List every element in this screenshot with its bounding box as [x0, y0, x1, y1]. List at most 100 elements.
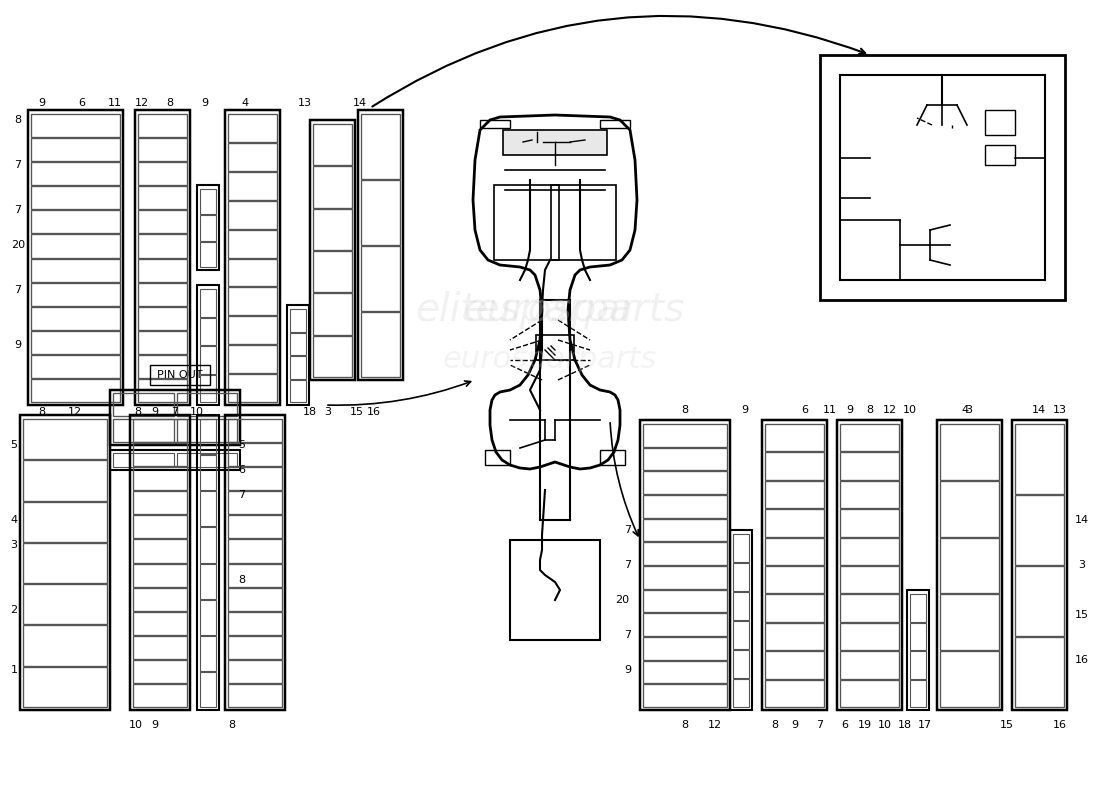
Text: 7: 7 [625, 525, 631, 535]
Bar [644, 684, 727, 707]
Bar [840, 679, 899, 707]
Bar [133, 660, 187, 683]
Text: 12: 12 [135, 98, 150, 108]
Text: 10: 10 [129, 720, 143, 730]
Bar [138, 210, 187, 234]
Bar [23, 419, 107, 459]
PathPatch shape [473, 115, 637, 469]
Bar [910, 594, 926, 622]
Text: 11: 11 [108, 98, 122, 108]
Text: 8: 8 [771, 720, 779, 730]
Bar [130, 415, 190, 710]
Text: 7: 7 [625, 630, 631, 640]
Bar [228, 316, 277, 344]
Bar [600, 120, 630, 128]
Bar [840, 481, 899, 508]
Bar [908, 590, 930, 710]
Bar [228, 114, 277, 142]
Bar [200, 491, 216, 526]
Bar [200, 636, 216, 671]
Text: 18: 18 [898, 720, 912, 730]
Bar [733, 650, 749, 678]
Text: 7: 7 [14, 205, 22, 215]
Bar [228, 346, 277, 373]
Text: 14: 14 [1032, 405, 1046, 415]
Text: 9: 9 [152, 407, 158, 417]
Bar [228, 587, 282, 610]
Bar [228, 612, 282, 634]
Text: 5: 5 [11, 440, 18, 450]
Text: 2: 2 [10, 605, 18, 615]
Bar [840, 566, 899, 594]
Text: 18: 18 [302, 407, 317, 417]
Text: 8: 8 [239, 575, 245, 585]
Bar [644, 637, 727, 660]
Text: 7: 7 [625, 560, 631, 570]
Bar [840, 424, 899, 451]
Bar [984, 145, 1015, 165]
Bar [314, 166, 352, 208]
Text: 16: 16 [367, 407, 381, 417]
Bar [1015, 424, 1064, 494]
Bar [133, 467, 187, 490]
Bar [910, 651, 926, 678]
Bar [290, 356, 306, 378]
Bar [1015, 637, 1064, 707]
Text: 8: 8 [14, 115, 22, 125]
Bar [536, 335, 574, 360]
Bar [764, 510, 824, 537]
Bar [200, 242, 216, 267]
Text: 19: 19 [858, 720, 872, 730]
Bar [228, 172, 277, 200]
Text: 8: 8 [134, 407, 142, 417]
Bar [228, 443, 282, 466]
Text: 9: 9 [201, 98, 209, 108]
Bar [1015, 495, 1064, 565]
Bar [135, 110, 190, 405]
Bar [840, 651, 899, 678]
Bar [113, 419, 174, 442]
Bar [226, 415, 285, 710]
Bar [197, 415, 219, 710]
Bar [138, 186, 187, 210]
Bar [361, 246, 400, 311]
Bar [314, 336, 352, 377]
Bar [494, 185, 559, 260]
Bar [31, 186, 120, 210]
Bar [1015, 566, 1064, 636]
Text: 7: 7 [239, 490, 245, 500]
Bar [133, 684, 187, 707]
Bar [940, 594, 999, 650]
Text: 14: 14 [1075, 515, 1089, 525]
Bar [200, 527, 216, 562]
Bar [644, 471, 727, 494]
Bar [138, 355, 187, 378]
Bar [20, 415, 110, 710]
Bar [314, 294, 352, 334]
Bar [840, 622, 899, 650]
Text: 5: 5 [239, 440, 245, 450]
Bar [200, 419, 216, 454]
Bar [228, 539, 282, 562]
Bar [314, 124, 352, 166]
Bar [200, 455, 216, 490]
Bar [200, 374, 216, 402]
Bar [23, 460, 107, 501]
Bar [644, 448, 727, 470]
Bar [31, 282, 120, 306]
Bar [197, 185, 219, 270]
Bar [138, 258, 187, 282]
Bar [764, 453, 824, 480]
Bar [138, 138, 187, 161]
Text: 13: 13 [1053, 405, 1067, 415]
Bar [937, 420, 1002, 710]
Bar [820, 55, 1065, 300]
Bar [600, 450, 625, 465]
Bar [310, 120, 355, 380]
Bar [23, 666, 107, 707]
Bar [733, 621, 749, 649]
Text: 8: 8 [681, 405, 689, 415]
Bar [940, 651, 999, 707]
Bar [837, 420, 902, 710]
Bar [138, 114, 187, 137]
